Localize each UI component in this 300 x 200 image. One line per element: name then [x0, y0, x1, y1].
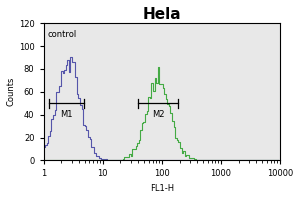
Y-axis label: Counts: Counts [7, 77, 16, 106]
X-axis label: FL1-H: FL1-H [150, 184, 174, 193]
Text: control: control [47, 30, 76, 39]
Text: M1: M1 [60, 110, 73, 119]
Title: Hela: Hela [142, 7, 181, 22]
Text: M2: M2 [152, 110, 164, 119]
